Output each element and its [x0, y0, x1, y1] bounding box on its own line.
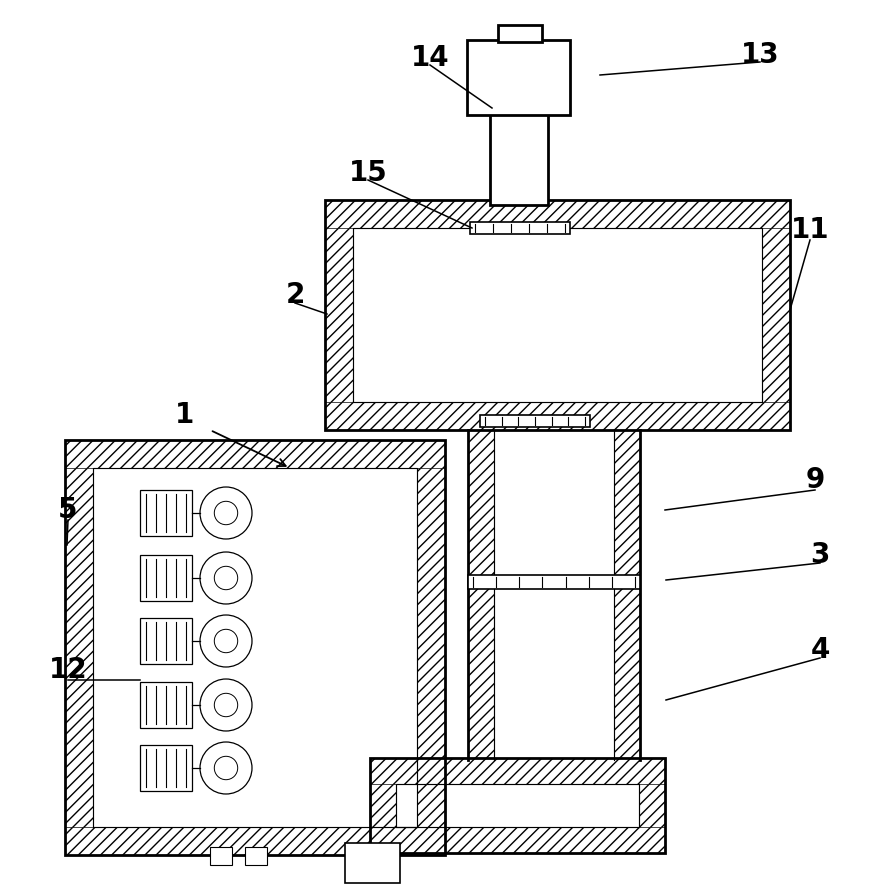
- Bar: [353, 228, 761, 402]
- Bar: [140, 682, 191, 728]
- Bar: [65, 827, 445, 855]
- Bar: [613, 430, 640, 760]
- Bar: [140, 555, 191, 601]
- Text: 12: 12: [49, 656, 87, 684]
- Bar: [140, 618, 191, 664]
- Text: 13: 13: [740, 41, 779, 69]
- Text: 14: 14: [410, 44, 449, 72]
- Bar: [345, 843, 400, 883]
- Text: 2: 2: [285, 281, 305, 309]
- Bar: [466, 40, 570, 115]
- Bar: [65, 440, 93, 855]
- Bar: [761, 200, 789, 430]
- Bar: [245, 847, 267, 865]
- Text: 9: 9: [804, 466, 824, 494]
- Bar: [369, 758, 664, 853]
- Text: 11: 11: [789, 216, 828, 244]
- Bar: [324, 200, 353, 430]
- Bar: [210, 847, 232, 865]
- Bar: [93, 468, 416, 827]
- Text: 3: 3: [810, 541, 828, 569]
- Bar: [395, 784, 638, 827]
- Bar: [479, 415, 589, 427]
- Bar: [324, 402, 789, 430]
- Bar: [369, 827, 664, 853]
- Bar: [369, 758, 664, 784]
- Bar: [140, 745, 191, 791]
- Bar: [497, 25, 541, 42]
- Bar: [638, 758, 664, 853]
- Text: 15: 15: [348, 159, 387, 187]
- Bar: [416, 440, 445, 855]
- Bar: [353, 228, 761, 402]
- Bar: [324, 200, 789, 228]
- Bar: [468, 575, 640, 589]
- Bar: [65, 440, 445, 468]
- Bar: [324, 200, 789, 430]
- Bar: [93, 468, 416, 827]
- Bar: [65, 440, 445, 855]
- Bar: [489, 110, 548, 205]
- Bar: [395, 784, 638, 827]
- Text: 5: 5: [58, 496, 78, 524]
- Bar: [369, 758, 395, 853]
- Bar: [140, 490, 191, 536]
- Text: 4: 4: [810, 636, 828, 664]
- Bar: [468, 430, 494, 760]
- Bar: [470, 222, 570, 234]
- Text: 1: 1: [175, 401, 194, 429]
